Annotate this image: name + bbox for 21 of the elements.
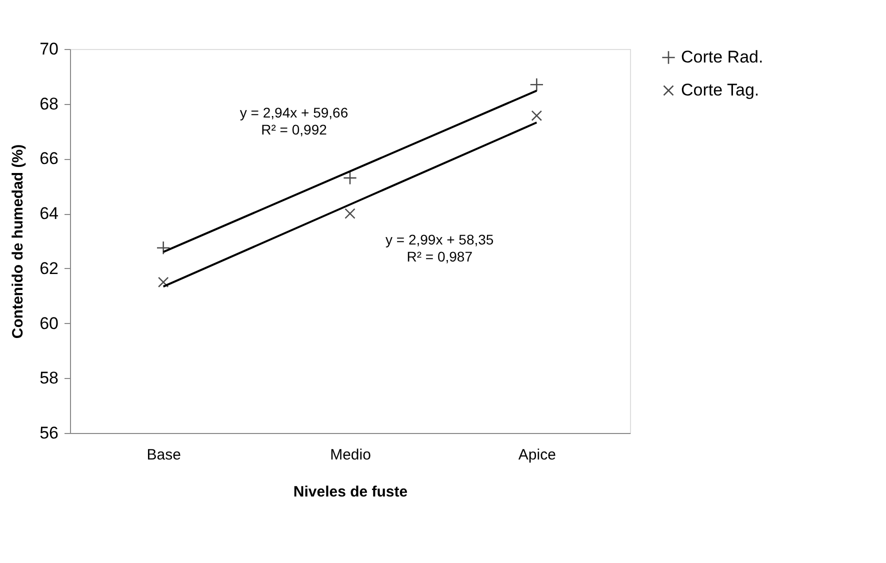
point [531, 110, 542, 122]
y-tick-label: 68 [40, 94, 58, 114]
y-tick-label: 66 [40, 149, 58, 168]
y-tick-label: 58 [40, 368, 58, 388]
point [343, 170, 357, 185]
annotation: y = 2,94x + 59,66 R² = 0,992 [240, 104, 348, 138]
point [158, 276, 169, 288]
annotation: y = 2,99x + 58,35 R² = 0,987 [386, 231, 494, 264]
y-tick-label: 64 [40, 204, 58, 224]
y-tick-label: 70 [40, 40, 58, 58]
y-axis-title: Contenido de humedad (%) [10, 144, 27, 339]
x-tick-label: Medio [330, 446, 371, 464]
x-axis-title: Niveles de fuste [293, 484, 408, 500]
x-tick-label: Apice [518, 446, 556, 464]
y-tick-label: 60 [40, 314, 58, 333]
y-tick-label: 56 [40, 424, 58, 442]
y-tick-label: 62 [40, 258, 58, 278]
point [344, 208, 356, 219]
x-tick-label: Base [146, 446, 181, 464]
legend-label: Corte Tag. [681, 80, 760, 100]
legend-label: Corte Rad. [681, 48, 764, 66]
